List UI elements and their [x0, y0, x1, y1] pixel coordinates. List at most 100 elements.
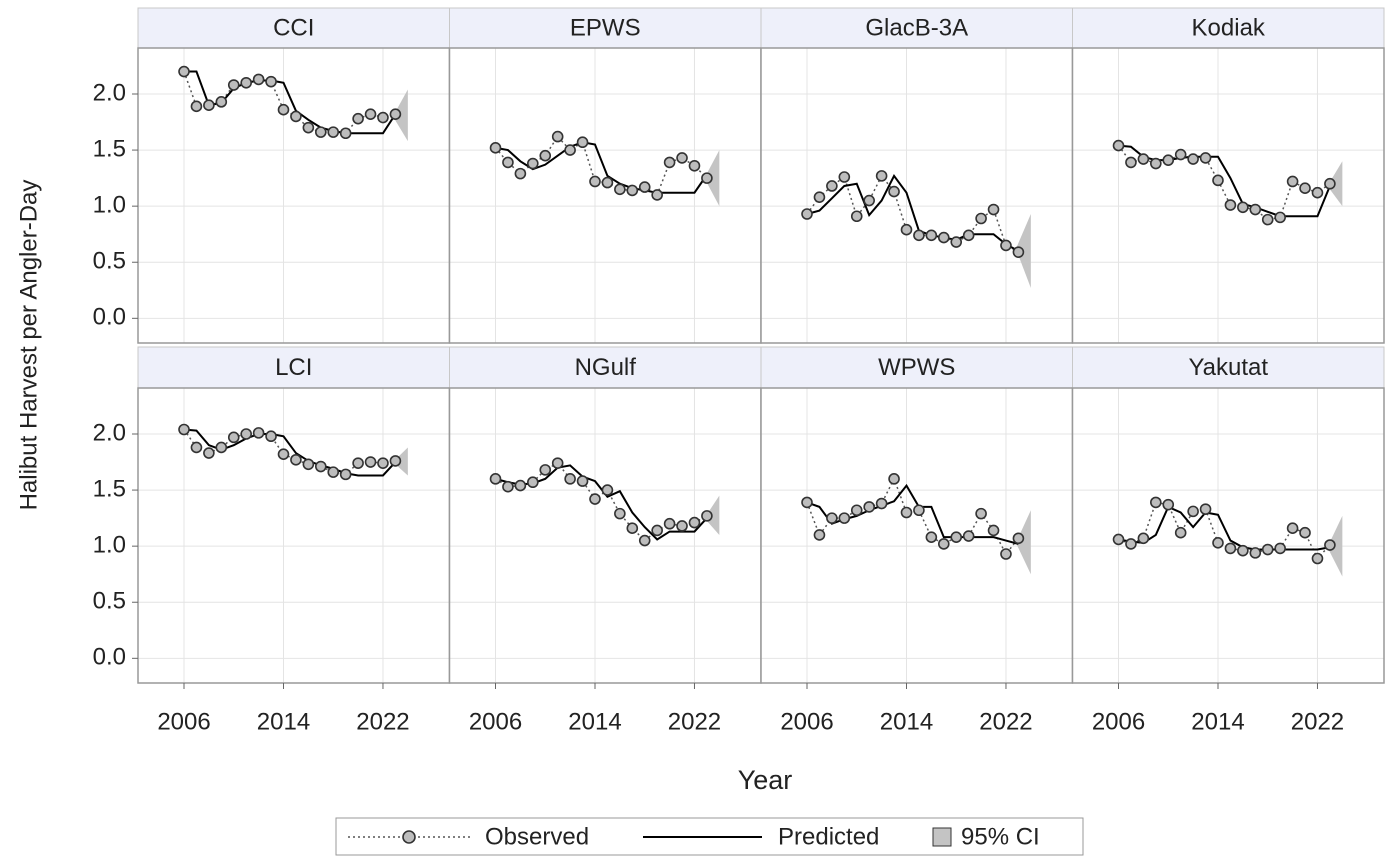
panel-title: Kodiak	[1192, 14, 1266, 41]
observed-point	[527, 476, 539, 489]
observed-point	[589, 175, 601, 188]
observed-point	[913, 229, 925, 242]
observed-point	[850, 504, 863, 517]
observed-point	[1187, 505, 1199, 518]
observed-point	[190, 100, 203, 113]
observed-point	[352, 457, 364, 469]
observed-point	[676, 152, 688, 164]
observed-point	[601, 484, 614, 496]
observed-point	[1137, 532, 1150, 545]
observed-point	[937, 538, 950, 550]
observed-point	[900, 223, 913, 236]
observed-point	[1137, 153, 1150, 165]
y-tick-label: 1.0	[93, 191, 126, 218]
observed-point	[290, 110, 302, 123]
observed-point	[1212, 174, 1224, 187]
observed-point	[701, 172, 713, 184]
observed-point	[1249, 203, 1262, 216]
observed-point	[638, 534, 651, 547]
observed-point	[502, 480, 514, 493]
observed-point	[688, 159, 701, 172]
observed-point	[1162, 498, 1175, 511]
x-axis-label: Year	[738, 765, 793, 795]
observed-point	[813, 529, 826, 541]
observed-point	[987, 203, 1000, 216]
observed-point	[1187, 153, 1199, 165]
observed-point	[178, 423, 190, 436]
x-tick-label: 2006	[1092, 708, 1145, 735]
observed-point	[1299, 526, 1311, 539]
x-tick-label: 2006	[157, 708, 210, 735]
panel-background	[1072, 48, 1384, 343]
y-axis-label: Halibut Harvest per Angler-Day	[15, 180, 42, 511]
observed-point	[352, 112, 364, 125]
observed-point	[290, 453, 302, 466]
observed-point	[190, 441, 203, 454]
observed-point	[975, 212, 987, 225]
panel-title: LCI	[275, 354, 312, 381]
observed-point	[801, 208, 813, 220]
observed-point	[1311, 186, 1324, 199]
observed-point	[1000, 239, 1012, 252]
observed-point	[389, 108, 402, 120]
observed-point	[838, 512, 851, 524]
observed-point	[314, 126, 327, 138]
observed-point	[227, 431, 240, 444]
observed-point	[663, 156, 676, 169]
observed-point	[663, 517, 676, 530]
observed-point	[364, 456, 377, 468]
x-tick-label: 2006	[780, 708, 833, 735]
observed-point	[240, 76, 252, 89]
observed-point	[1274, 542, 1286, 555]
observed-point	[576, 475, 589, 487]
y-tick-label: 1.5	[93, 135, 126, 162]
observed-point	[1199, 152, 1212, 164]
observed-point	[589, 493, 601, 505]
panel-background	[138, 48, 450, 343]
observed-point	[227, 79, 240, 91]
observed-point	[178, 65, 190, 78]
observed-point	[1150, 157, 1162, 170]
legend-ci-swatch	[932, 827, 952, 847]
panel-strip	[1072, 346, 1385, 389]
observed-point	[937, 231, 950, 244]
observed-point	[327, 126, 340, 138]
panel-border	[1071, 387, 1385, 684]
observed-point	[1299, 182, 1311, 195]
observed-point	[950, 531, 963, 543]
observed-point	[863, 501, 875, 513]
observed-point	[539, 149, 552, 162]
observed-point	[987, 524, 1000, 537]
observed-point	[551, 457, 564, 469]
observed-point	[1286, 522, 1299, 535]
observed-point	[962, 229, 975, 242]
panel-title: Yakutat	[1188, 354, 1268, 381]
observed-point	[377, 457, 389, 469]
panel-title: EPWS	[570, 14, 641, 41]
y-tick-label: 0.0	[93, 304, 126, 331]
legend-label: Observed	[485, 823, 589, 850]
x-tick-label: 2014	[257, 708, 310, 735]
observed-point	[950, 236, 963, 248]
observed-point	[875, 497, 888, 510]
y-tick-label: 0.0	[93, 644, 126, 671]
observed-point	[975, 507, 987, 520]
y-tick-label: 0.5	[93, 588, 126, 615]
observed-point	[327, 466, 340, 478]
observed-point	[925, 229, 938, 242]
panel-title: WPWS	[878, 354, 955, 381]
observed-point	[1237, 201, 1249, 214]
observed-point	[377, 111, 389, 124]
observed-point	[1261, 213, 1274, 226]
x-tick-label: 2022	[1291, 708, 1344, 735]
x-tick-label: 2014	[1191, 708, 1244, 735]
x-tick-label: 2022	[979, 708, 1032, 735]
observed-point	[1012, 246, 1025, 258]
observed-point	[564, 473, 576, 485]
observed-point	[314, 460, 327, 473]
observed-point	[913, 504, 925, 517]
observed-point	[701, 510, 713, 522]
observed-point	[1112, 139, 1125, 152]
observed-point	[651, 524, 663, 537]
